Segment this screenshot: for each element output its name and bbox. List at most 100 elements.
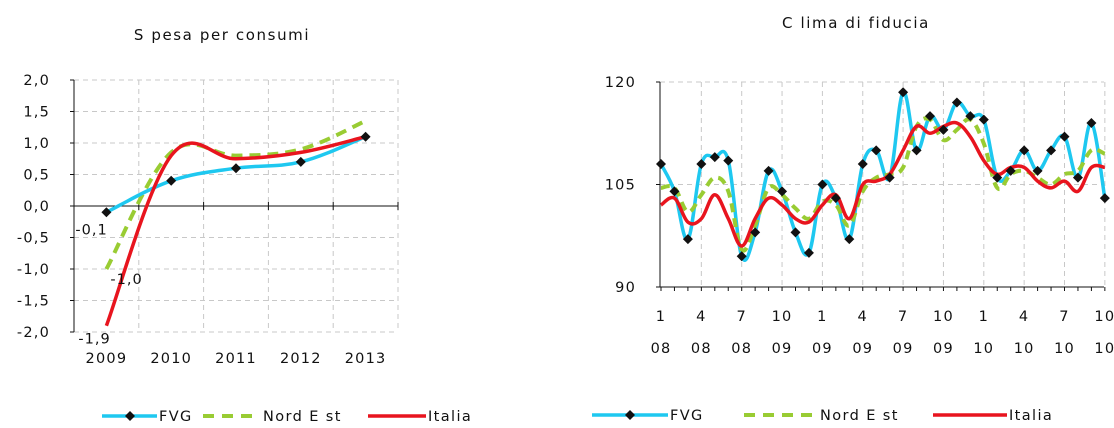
x-tick-label-month: 4 — [858, 309, 868, 325]
x-tick-label-year: 09 — [812, 341, 833, 357]
x-tick-label-year: 08 — [731, 341, 752, 357]
point-fvg — [166, 175, 177, 186]
x-tick-label: 2010 — [150, 351, 192, 367]
y-tick-label: 0,5 — [23, 168, 50, 184]
legend-label-italia: Italia — [1009, 408, 1053, 424]
x-tick-label-year: 09 — [893, 341, 914, 357]
point-fvg — [925, 111, 935, 122]
point-fvg — [965, 111, 976, 122]
x-tick-label-year: 08 — [691, 341, 712, 357]
point-fvg — [911, 145, 922, 156]
data-label: -1,9 — [78, 332, 110, 348]
x-tick-label-month: 4 — [696, 309, 706, 325]
x-tick-label-month: 1 — [817, 309, 827, 325]
legend-marker-fvg — [625, 410, 635, 420]
legend-label-nord-est: Nord E st — [263, 409, 342, 425]
point-fvg — [951, 97, 962, 108]
x-tick-label: 2012 — [280, 351, 322, 367]
chart-confidence-climate: C lima di fiducia 120 105 90 1 08 4 08 7 08 10 09 1… — [592, 14, 1114, 424]
point-fvg — [790, 227, 801, 238]
y-tick-label: 1,0 — [23, 136, 50, 152]
legend-label-fvg: FVG — [670, 408, 704, 424]
point-fvg — [231, 163, 241, 174]
y-tick-label: -0,5 — [17, 231, 50, 247]
point-fvg — [1019, 145, 1030, 156]
y-tick-label: -2,0 — [17, 325, 50, 341]
chart-title: S pesa per consumi — [134, 26, 310, 44]
y-tick-label: 90 — [615, 280, 636, 296]
x-tick-label: 2013 — [345, 351, 387, 367]
x-tick-label-month: 1 — [979, 309, 989, 325]
y-tick-label: 120 — [605, 75, 636, 91]
point-fvg — [777, 186, 788, 197]
point-fvg — [101, 207, 112, 218]
y-tick-label: 105 — [605, 178, 636, 194]
x-tick-label-year: 08 — [651, 341, 672, 357]
x-tick-label-month: 1 — [656, 309, 666, 325]
y-tick-label: 0,0 — [23, 199, 50, 215]
chart-title: C lima di fiducia — [782, 14, 930, 32]
y-tick-label: -1,5 — [17, 294, 50, 310]
point-fvg — [656, 159, 666, 169]
x-tick-label-month: 4 — [1019, 309, 1029, 325]
series-line-nord-est — [104, 119, 367, 270]
point-fvg — [723, 155, 734, 166]
point-fvg — [696, 159, 707, 169]
legend-label-fvg: FVG — [159, 409, 193, 425]
x-tick-label-month: 10 — [772, 309, 793, 325]
point-fvg — [1072, 172, 1083, 183]
point-fvg — [763, 165, 774, 176]
x-tick-label: 2009 — [86, 351, 128, 367]
data-label: -0,1 — [75, 222, 107, 238]
point-fvg — [978, 114, 989, 125]
y-tick-label: 1,5 — [23, 105, 50, 121]
point-fvg — [938, 124, 949, 135]
x-tick-label: 2011 — [215, 351, 257, 367]
legend-marker-fvg — [125, 411, 135, 421]
point-fvg — [736, 251, 747, 262]
x-tick-label-year: 09 — [772, 341, 793, 357]
y-tick-label: -1,0 — [17, 262, 50, 278]
point-fvg — [1086, 118, 1097, 128]
data-label: -1,0 — [110, 272, 142, 288]
point-fvg — [709, 152, 720, 163]
y-tick-label: 2,0 — [23, 73, 50, 89]
point-fvg — [1099, 193, 1110, 204]
x-tick-label-month: 7 — [1059, 309, 1069, 325]
point-fvg — [803, 247, 814, 258]
series-line-italia — [104, 134, 367, 327]
point-fvg — [817, 179, 828, 190]
point-fvg — [682, 234, 693, 245]
x-tick-label-year: 10 — [1054, 341, 1075, 357]
point-fvg — [857, 159, 868, 169]
legend-label-italia: Italia — [428, 409, 472, 425]
x-tick-label-month: 10 — [1094, 309, 1114, 325]
x-tick-label-year: 10 — [973, 341, 994, 357]
x-tick-label-month: 7 — [898, 309, 908, 325]
point-fvg — [1032, 165, 1043, 176]
series-line-fvg — [659, 90, 1107, 262]
point-fvg — [360, 131, 371, 142]
point-fvg — [295, 156, 306, 167]
x-tick-label-year: 09 — [933, 341, 954, 357]
point-fvg — [992, 172, 1003, 183]
point-fvg — [830, 193, 841, 204]
point-fvg — [1059, 131, 1070, 142]
x-tick-label-year: 09 — [852, 341, 873, 357]
x-tick-label-year: 10 — [1094, 341, 1114, 357]
point-fvg — [871, 145, 882, 156]
point-fvg — [669, 186, 680, 197]
x-tick-label-month: 10 — [933, 309, 954, 325]
point-fvg — [884, 172, 895, 183]
series-line-italia — [659, 120, 1106, 248]
point-fvg — [750, 227, 761, 238]
x-tick-label-month: 7 — [736, 309, 746, 325]
chart-consumer-spending: S pesa per consumi 2,0 1,5 1,0 0,5 0,0 -0,5 -1… — [17, 26, 472, 425]
point-fvg — [1046, 145, 1057, 156]
point-fvg — [844, 234, 855, 245]
legend-label-nord-est: Nord E st — [820, 408, 899, 424]
point-fvg — [898, 87, 909, 98]
x-tick-label-year: 10 — [1014, 341, 1035, 357]
point-fvg — [1005, 165, 1016, 176]
